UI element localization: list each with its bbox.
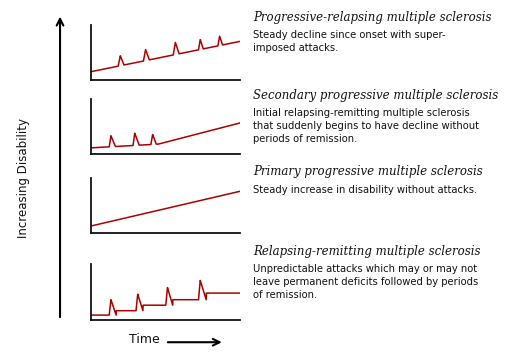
Text: Steady increase in disability without attacks.: Steady increase in disability without at… — [253, 185, 478, 195]
Text: Progressive-relapsing multiple sclerosis: Progressive-relapsing multiple sclerosis — [253, 11, 492, 24]
Text: Unpredictable attacks which may or may not
leave permanent deficits followed by : Unpredictable attacks which may or may n… — [253, 264, 479, 300]
Text: Steady decline since onset with super-
imposed attacks.: Steady decline since onset with super- i… — [253, 30, 446, 53]
Text: Relapsing-remitting multiple sclerosis: Relapsing-remitting multiple sclerosis — [253, 245, 481, 258]
Text: Primary progressive multiple sclerosis: Primary progressive multiple sclerosis — [253, 165, 483, 178]
Text: Increasing Disability: Increasing Disability — [17, 118, 30, 237]
Text: Initial relapsing-remitting multiple sclerosis
that suddenly begins to have decl: Initial relapsing-remitting multiple scl… — [253, 108, 479, 144]
Text: Time: Time — [128, 333, 159, 346]
Text: Secondary progressive multiple sclerosis: Secondary progressive multiple sclerosis — [253, 89, 499, 102]
